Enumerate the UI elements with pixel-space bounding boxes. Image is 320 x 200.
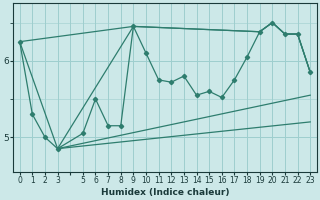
X-axis label: Humidex (Indice chaleur): Humidex (Indice chaleur) (101, 188, 229, 197)
